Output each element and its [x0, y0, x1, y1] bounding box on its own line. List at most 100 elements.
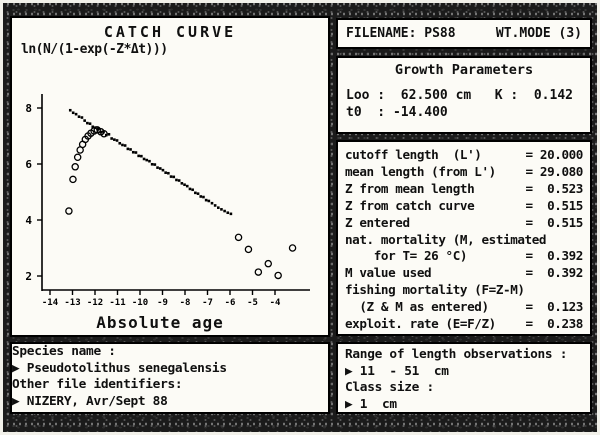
parameter-label: exploit. rate (E=F/Z) [345, 316, 496, 332]
data-point-dot [188, 187, 192, 191]
data-point-dot [196, 192, 200, 195]
data-point-dot [129, 148, 132, 151]
x-tick-label: -9 [157, 298, 168, 308]
text-line: Class size : [345, 380, 434, 395]
parameter-value: = 29.080 [525, 163, 584, 179]
data-point-dot [91, 125, 95, 129]
text-line: Species name : [12, 344, 116, 359]
x-tick-label: -4 [270, 298, 281, 308]
parameter-label: cutoff length (L') [345, 147, 482, 162]
data-point-circle [71, 163, 79, 171]
data-point-circle [254, 268, 263, 276]
data-point-dot [185, 184, 189, 188]
data-point-dot [142, 157, 146, 161]
filename-label: FILENAME: PS88 [346, 26, 456, 41]
y-axis-label: ln(N/(1-exp(-Z*Δt))) [21, 42, 168, 57]
data-point-dot [169, 175, 173, 178]
x-tick-label: -6 [225, 298, 236, 308]
data-point-circle [264, 259, 272, 268]
data-point-circle [65, 207, 73, 215]
data-point-circle [234, 233, 243, 242]
data-point-circle [288, 244, 297, 252]
data-point-dot [183, 183, 186, 187]
data-point-dot [229, 212, 233, 216]
parameter-row: Z from catch curve = 0.515 [345, 198, 583, 215]
parameter-row: M value used = 0.392 [345, 265, 583, 282]
parameter-label: Z entered [345, 214, 410, 230]
parameter-value: = 0.515 [525, 197, 584, 213]
parameter-value: = 0.123 [525, 299, 584, 315]
data-point-circle [274, 271, 282, 280]
data-point-circle [244, 245, 253, 254]
data-point-dot [164, 171, 167, 174]
x-tick-label: -8 [180, 298, 191, 308]
data-point-dot [167, 171, 170, 175]
species-info-panel: Species name : ▶ Pseudotolithus senegalen… [10, 342, 330, 414]
data-point-dot [107, 133, 111, 136]
weighting-mode-label: WT.MODE (3) [495, 26, 582, 41]
data-point-dot [123, 144, 127, 147]
y-tick-label: 6 [25, 158, 32, 171]
parameter-label: for T= 26 °C) [345, 248, 468, 264]
data-point-dot [161, 168, 165, 172]
parameter-label: Z from catch curve [345, 197, 475, 213]
data-point-dot [204, 198, 208, 202]
data-point-dot [158, 167, 162, 170]
x-tick-label: -12 [87, 298, 103, 308]
data-point-circle [73, 153, 82, 162]
parameter-value: = 0.515 [525, 214, 584, 230]
parameter-row: Z from mean length = 0.523 [345, 181, 583, 198]
data-point-dot [175, 178, 178, 182]
text-line: ▶ NIZERY, Avr/Sept 88 [12, 393, 168, 409]
data-point-circle [69, 175, 77, 184]
data-point-dot [96, 127, 100, 131]
parameter-label: (Z & M as entered) [345, 299, 489, 315]
y-tick-label: 2 [25, 270, 32, 283]
y-tick-label: 4 [25, 214, 32, 227]
data-point-circle [100, 130, 108, 138]
data-point-dot [199, 195, 203, 198]
parameter-label: Z from mean length [345, 180, 475, 196]
data-point-dot [110, 137, 113, 140]
parameter-value: = 0.523 [525, 180, 584, 196]
parameter-label: mean length (from L') [345, 163, 496, 179]
data-point-dot [226, 211, 230, 215]
x-tick-label: -7 [202, 298, 213, 308]
parameter-row: (Z & M as entered) = 0.123 [345, 299, 583, 316]
data-point-dot [77, 115, 81, 118]
data-point-dot [134, 151, 138, 154]
parameter-row: nat. mortality (M, estimated [345, 232, 583, 249]
growth-parameters-title: Growth Parameters [394, 62, 534, 78]
data-point-dot [83, 119, 86, 122]
text-line: ▶ 1 cm [345, 396, 397, 412]
parameter-row: cutoff length (L') = 20.000 [345, 147, 583, 164]
data-point-dot [145, 158, 149, 162]
growth-parameters-panel: Growth Parameters Loo : 62.500 cm K : 0.… [336, 56, 592, 134]
data-point-dot [113, 138, 116, 141]
data-point-dot [180, 182, 184, 185]
parameter-row: exploit. rate (E=F/Z) = 0.238 [345, 316, 583, 333]
text-line: Other file identifiers: [12, 377, 183, 392]
growth-t0-line: t0 : -14.400 [346, 105, 448, 120]
data-point-dot [172, 175, 176, 179]
chart-title: CATCH CURVE [103, 23, 237, 41]
data-point-dot [131, 150, 135, 154]
y-tick-label: 8 [25, 102, 32, 115]
data-point-dot [150, 162, 154, 166]
x-tick-label: -11 [109, 298, 125, 308]
x-tick-label: -10 [132, 298, 148, 308]
parameter-row: fishing mortality (F=Z-M) [345, 282, 583, 299]
data-point-dot [74, 112, 78, 116]
parameter-value: = 0.238 [525, 316, 584, 332]
data-point-dot [126, 147, 130, 151]
data-point-dot [140, 154, 143, 158]
data-point-dot [121, 143, 124, 147]
data-point-dot [86, 121, 89, 125]
data-point-dot [68, 108, 72, 112]
data-point-dot [156, 166, 159, 169]
length-range-panel: Range of length observations : ▶ 11 - 51 … [336, 342, 592, 414]
data-point-dot [202, 195, 205, 199]
parameter-label: fishing mortality (F=Z-M) [345, 282, 525, 298]
data-point-dot [220, 208, 223, 211]
